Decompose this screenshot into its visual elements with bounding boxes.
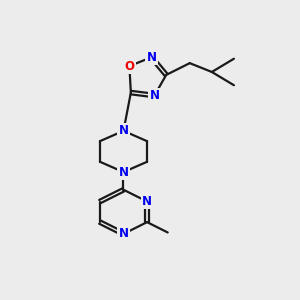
Text: N: N [118, 227, 128, 240]
Text: N: N [146, 51, 157, 64]
Text: O: O [124, 60, 134, 73]
Text: N: N [149, 89, 159, 102]
Text: N: N [118, 124, 128, 137]
Text: N: N [142, 195, 152, 208]
Text: N: N [118, 166, 128, 178]
